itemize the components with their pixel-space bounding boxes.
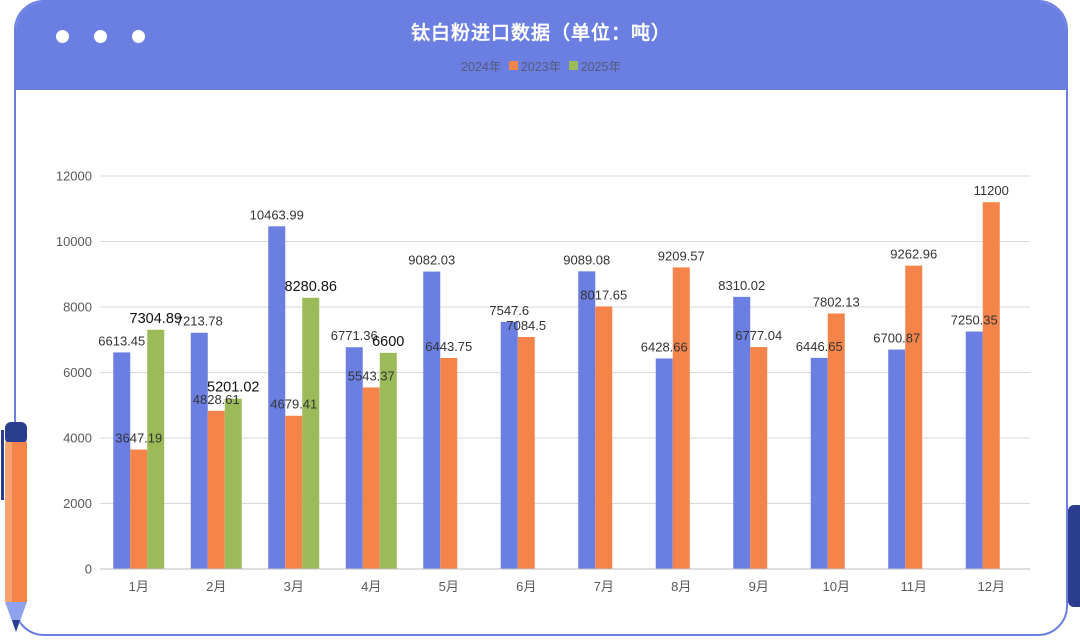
data-label: 7802.13 <box>813 294 860 309</box>
bar <box>578 271 596 569</box>
data-label: 11200 <box>974 183 1009 198</box>
x-tick-label: 11月 <box>901 579 928 594</box>
data-label: 4679.41 <box>270 397 317 412</box>
data-label: 6613.45 <box>98 333 145 348</box>
data-label: 3647.19 <box>115 431 162 446</box>
data-label: 6446.65 <box>796 339 843 354</box>
data-label: 7084.5 <box>506 318 546 333</box>
bar <box>733 296 751 569</box>
x-tick-label: 8月 <box>671 579 691 594</box>
data-label: 6600 <box>372 334 404 350</box>
side-tab <box>1068 505 1080 607</box>
bar <box>302 297 320 569</box>
data-label: 6428.66 <box>641 339 688 354</box>
bar <box>905 265 923 569</box>
x-tick-label: 10月 <box>823 579 850 594</box>
data-label: 8280.86 <box>285 279 337 295</box>
bar <box>500 321 518 569</box>
x-tick-label: 5月 <box>439 579 459 594</box>
y-tick-label: 10000 <box>56 234 92 249</box>
data-label: 10463.99 <box>250 207 304 222</box>
data-label: 7213.78 <box>176 314 223 329</box>
x-tick-label: 9月 <box>749 579 769 594</box>
chart-title: 钛白粉进口数据（单位：吨） <box>410 23 671 44</box>
bar <box>672 267 690 569</box>
legend-swatch-2023 <box>508 61 518 70</box>
bar <box>750 347 768 569</box>
chart-legend: 2024年 2023年 2025年 <box>16 56 1066 75</box>
x-tick-label: 12月 <box>978 579 1005 594</box>
window-dot-icon <box>56 30 69 43</box>
legend-label-2025: 2025年 <box>580 60 621 74</box>
data-label: 4828.61 <box>193 392 240 407</box>
bar <box>224 398 242 569</box>
y-tick-label: 4000 <box>63 431 92 446</box>
legend-item-2023[interactable]: 2023年 <box>508 56 562 75</box>
bar <box>268 226 286 569</box>
x-tick-label: 3月 <box>284 579 304 594</box>
bar <box>440 357 458 569</box>
legend-label-2024: 2024年 <box>461 60 502 74</box>
y-tick-label: 8000 <box>63 300 92 315</box>
y-tick-label: 12000 <box>56 169 92 184</box>
x-tick-label: 1月 <box>129 579 149 594</box>
bar <box>130 449 148 569</box>
bar <box>423 271 441 569</box>
bar <box>285 415 303 569</box>
data-label: 9089.08 <box>563 252 610 267</box>
chart-card: 钛白粉进口数据（单位：吨） 2024年 2023年 2025年 <box>14 0 1068 636</box>
bar <box>113 352 131 569</box>
data-label: 9262.96 <box>890 247 937 262</box>
bar <box>190 332 208 569</box>
x-tick-label: 4月 <box>361 579 381 594</box>
x-tick-label: 7月 <box>594 579 614 594</box>
window-dot-icon <box>132 30 145 43</box>
window-dot-icon <box>94 30 107 43</box>
data-label: 6771.36 <box>331 328 378 343</box>
data-label: 6777.04 <box>735 328 782 343</box>
data-label: 6443.75 <box>425 339 472 354</box>
bar <box>965 331 983 569</box>
data-label: 5201.02 <box>207 380 259 396</box>
data-label: 9209.57 <box>658 248 705 263</box>
x-tick-label: 2月 <box>206 579 226 594</box>
pencil-icon <box>1 422 27 632</box>
bar <box>810 357 828 569</box>
bar <box>379 352 397 569</box>
data-label: 8310.02 <box>718 278 765 293</box>
data-label: 5543.37 <box>348 368 395 383</box>
legend-item-2024[interactable]: 2024年 <box>461 56 501 75</box>
data-label: 7304.89 <box>130 311 182 327</box>
bar <box>517 336 535 569</box>
bar <box>982 202 1000 569</box>
legend-label-2023: 2023年 <box>520 60 562 74</box>
bar <box>147 329 165 569</box>
bar <box>207 410 225 569</box>
y-tick-label: 2000 <box>63 496 92 511</box>
y-tick-label: 6000 <box>63 365 92 380</box>
bar <box>655 358 673 569</box>
card-header: 钛白粉进口数据（单位：吨） 2024年 2023年 2025年 <box>16 2 1066 90</box>
y-tick-label: 0 <box>85 562 92 577</box>
bar <box>888 349 906 569</box>
data-label: 8017.65 <box>580 287 627 302</box>
data-label: 7547.6 <box>489 303 529 318</box>
bar <box>345 347 363 569</box>
legend-item-2025[interactable]: 2025年 <box>568 56 621 75</box>
bar <box>362 387 380 569</box>
data-label: 6700.87 <box>873 331 920 346</box>
bar <box>827 313 845 569</box>
legend-swatch-2025 <box>568 61 578 70</box>
data-label: 9082.03 <box>408 253 455 268</box>
data-label: 7250.35 <box>951 313 998 328</box>
x-tick-label: 6月 <box>516 579 536 594</box>
bar <box>595 306 613 569</box>
